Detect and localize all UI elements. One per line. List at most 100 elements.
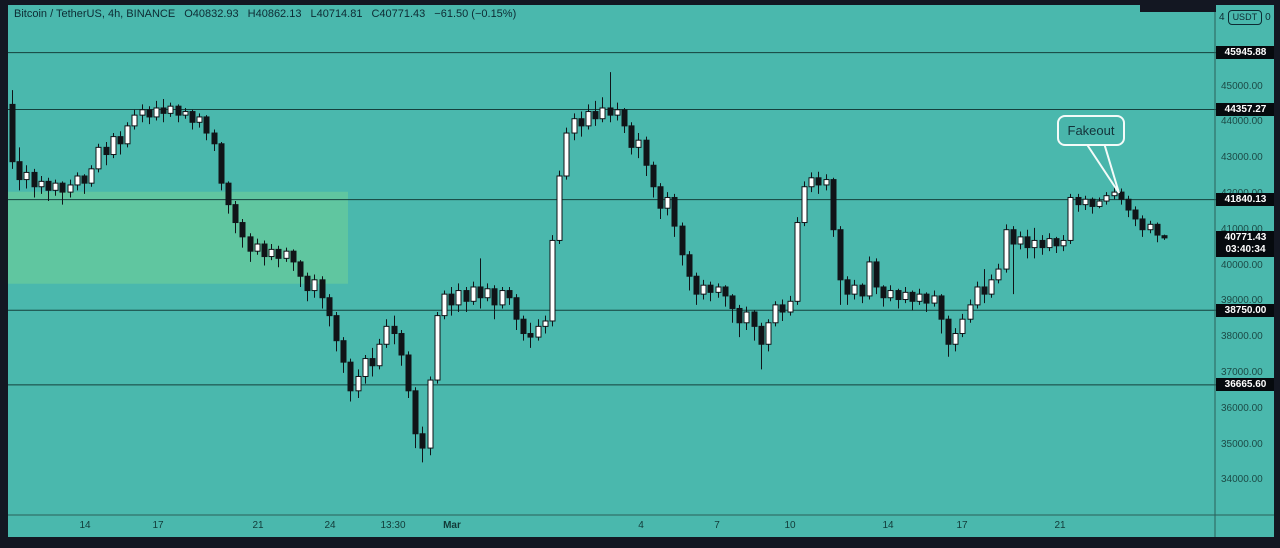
candle-body (340, 340, 347, 363)
price-tick-label: 37000.00 (1221, 366, 1263, 378)
window-frame-top-right (1140, 0, 1216, 12)
time-tick-label: 14 (79, 520, 91, 531)
candle-body (1161, 235, 1168, 239)
candle-body (1154, 223, 1161, 236)
candle-body (549, 239, 556, 322)
candle-body (369, 358, 376, 367)
time-tick-label: Mar (443, 520, 461, 531)
candle-body (686, 254, 693, 277)
price-tick-label: 45000.00 (1221, 80, 1263, 92)
candle-body (513, 297, 520, 320)
legend-close: C40771.43 (371, 8, 426, 20)
candle-body (535, 325, 542, 338)
candle-body (578, 118, 585, 127)
candle-body (419, 433, 426, 449)
candle-body (211, 132, 218, 145)
candle-body (772, 304, 779, 324)
candle-body (326, 297, 333, 317)
candle-body (1017, 236, 1024, 245)
legend-title: Bitcoin / TetherUS, 4h, BINANCE (14, 8, 176, 20)
candle-body (1024, 236, 1031, 249)
candle-body (1111, 191, 1118, 197)
price-tick-label: 39000.00 (1221, 295, 1263, 307)
candle-body (405, 354, 412, 392)
usdt-currency-badge[interactable]: USDT (1227, 10, 1263, 25)
candle-body (297, 261, 304, 277)
candle-body (657, 186, 664, 209)
supply-zone-rect[interactable] (8, 191, 348, 284)
candle-body (333, 315, 340, 342)
clipped-axis-text-right: 0 (1265, 12, 1271, 23)
candle-body (398, 333, 405, 356)
candle-body (1125, 198, 1132, 211)
candle-body (787, 300, 794, 313)
candle-body (794, 222, 801, 302)
currency-row: 4 USDT 0 (1219, 10, 1271, 25)
fakeout-callout[interactable] (1057, 115, 1125, 146)
candle-body (182, 111, 189, 116)
candle-body (455, 290, 462, 306)
candle-body (923, 293, 930, 304)
candle-body (628, 125, 635, 148)
candle-body (311, 279, 318, 292)
candle-body (139, 109, 146, 116)
candle-body (1147, 223, 1154, 231)
candle-body (103, 146, 110, 156)
candle-body (779, 304, 786, 313)
current-price-value: 40771.43 (1224, 231, 1267, 243)
candle-body (74, 175, 81, 186)
price-level-badge: 41840.13 (1216, 193, 1275, 207)
fakeout-callout-label: Fakeout (1068, 123, 1115, 138)
candle-body (268, 248, 275, 258)
candle-body (679, 225, 686, 256)
candle-body (261, 243, 268, 258)
price-tick-label: 36000.00 (1221, 402, 1263, 414)
price-tick-label: 35000.00 (1221, 438, 1263, 450)
candle-body (945, 318, 952, 345)
price-tick-label: 44000.00 (1221, 116, 1263, 128)
price-tick-label: 34000.00 (1221, 474, 1263, 486)
candle-body (902, 291, 909, 301)
candle-body (887, 290, 894, 299)
candle-body (376, 343, 383, 367)
candle-body (751, 311, 758, 327)
time-tick-label: 14 (882, 520, 894, 531)
symbol-legend[interactable]: Bitcoin / TetherUS, 4h, BINANCE O40832.9… (14, 8, 516, 20)
candle-body (124, 125, 131, 145)
candle-body (146, 109, 153, 118)
candle-body (1031, 239, 1038, 249)
candle-body (247, 236, 254, 252)
candle-body (239, 222, 246, 238)
candle-body (254, 243, 261, 252)
candle-body (729, 295, 736, 309)
candle-body (412, 390, 419, 435)
candle-body (110, 136, 117, 156)
candle-body (592, 111, 599, 120)
candle-body (1096, 200, 1103, 207)
candle-body (664, 196, 671, 209)
candle-body (427, 379, 434, 449)
candle-body (484, 288, 491, 299)
candle-body (743, 311, 750, 324)
window-frame-left (0, 0, 8, 548)
candle-body (1139, 218, 1146, 231)
candle-body (1075, 196, 1082, 206)
window-frame-right (1274, 0, 1280, 548)
fakeout-callout-tail (1084, 142, 1120, 194)
candle-body (1089, 198, 1096, 207)
price-tick-label: 43000.00 (1221, 152, 1263, 164)
candle-body (203, 116, 210, 134)
candle-body (477, 286, 484, 299)
candle-body (160, 107, 167, 114)
candle-body (23, 171, 30, 181)
candle-body (707, 284, 714, 293)
bar-countdown: 03:40:34 (1225, 243, 1266, 255)
candle-body (283, 250, 290, 259)
candle-body (355, 375, 362, 392)
candle-body (38, 180, 45, 188)
candle-body (815, 177, 822, 186)
candle-body (275, 248, 282, 259)
candle-body (1103, 195, 1110, 202)
candle-body (765, 322, 772, 345)
